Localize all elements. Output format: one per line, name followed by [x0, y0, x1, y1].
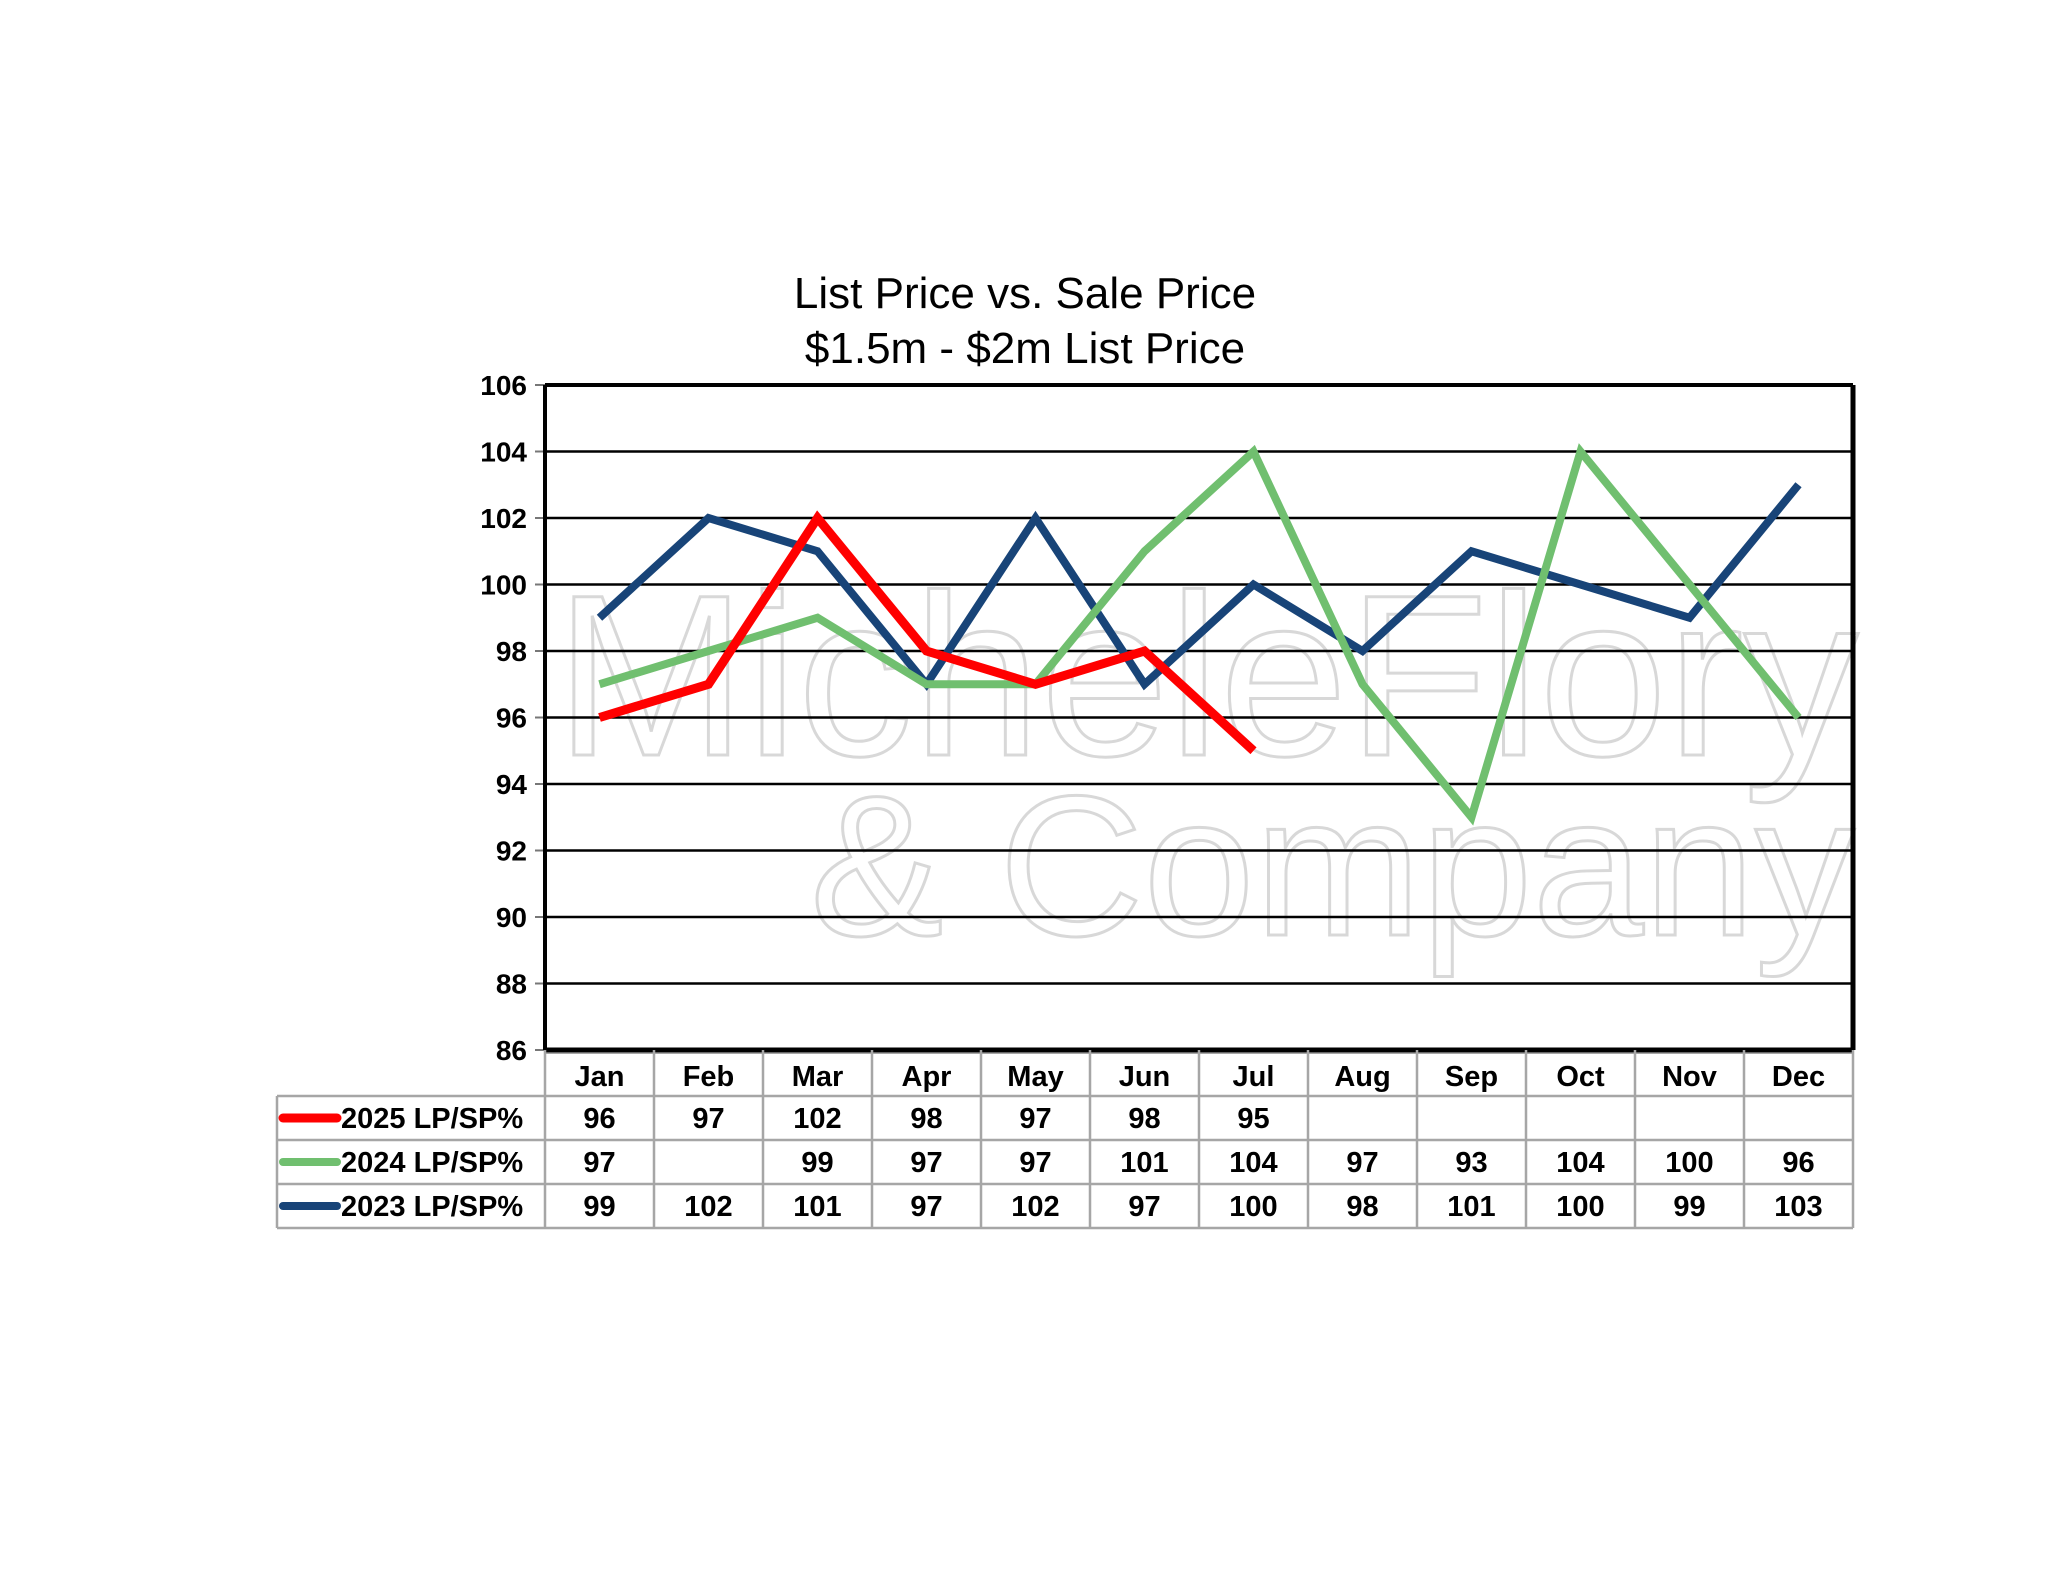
y-axis: 86 88 90 92 94 96 98 100 102 104 106 [480, 370, 545, 1066]
table-cell-2023-dec: 103 [1774, 1191, 1822, 1223]
ytick-label-90: 90 [496, 902, 527, 933]
table-cell-2023-aug: 98 [1346, 1191, 1378, 1223]
ytick-label-104: 104 [480, 437, 527, 468]
category-label-sep: Sep [1445, 1061, 1498, 1093]
ytick-label-96: 96 [496, 703, 527, 734]
table-cell-2024-jan: 97 [583, 1147, 615, 1179]
ytick-label-88: 88 [496, 969, 527, 1000]
table-cell-2024-nov: 100 [1665, 1147, 1713, 1179]
category-label-may: May [1007, 1061, 1063, 1093]
category-label-jul: Jul [1233, 1061, 1275, 1093]
ytick-label-86: 86 [496, 1035, 527, 1066]
series-line-2025 [598, 510, 1257, 755]
table-cell-2023-jun: 97 [1128, 1191, 1160, 1223]
legend-label-2024: 2024 LP/SP% [341, 1147, 523, 1179]
category-label-oct: Oct [1556, 1061, 1605, 1093]
data-table: Jan Feb Mar Apr May Jun Jul Aug Sep Oct Nov Dec 2025… [275, 1050, 1855, 1230]
series-line-2024 [598, 443, 1802, 826]
table-cell-2023-oct: 100 [1556, 1191, 1604, 1223]
watermark-logo: MicheleFlory & Company [554, 546, 1861, 980]
watermark-tagline: & Company [810, 755, 1855, 978]
ytick-label-106: 106 [480, 370, 527, 401]
table-cell-2023-mar: 101 [793, 1191, 841, 1223]
table-cell-2025-may: 97 [1019, 1103, 1051, 1135]
table-cell-2023-jul: 100 [1229, 1191, 1277, 1223]
table-cell-2024-may: 97 [1019, 1147, 1051, 1179]
series-lines [596, 443, 1802, 826]
table-cell-2024-apr: 97 [910, 1147, 942, 1179]
category-label-apr: Apr [902, 1061, 952, 1093]
table-cell-2024-aug: 97 [1346, 1147, 1378, 1179]
category-label-mar: Mar [792, 1061, 844, 1093]
ytick-label-94: 94 [496, 769, 528, 800]
category-label-nov: Nov [1662, 1061, 1717, 1093]
category-label-jan: Jan [575, 1061, 625, 1093]
table-cell-2023-nov: 99 [1673, 1191, 1705, 1223]
table-cell-2025-jun: 98 [1128, 1103, 1160, 1135]
table-cell-2024-mar: 99 [801, 1147, 833, 1179]
table-cell-2024-jun: 101 [1120, 1147, 1168, 1179]
table-cell-2024-oct: 104 [1556, 1147, 1604, 1179]
table-cell-2024-sep: 93 [1455, 1147, 1487, 1179]
table-cell-2025-jul: 95 [1237, 1103, 1269, 1135]
ytick-label-102: 102 [480, 503, 527, 534]
chart-title: List Price vs. Sale Price [794, 269, 1256, 318]
table-cell-2025-apr: 98 [910, 1103, 942, 1135]
table-cell-2025-mar: 102 [793, 1103, 841, 1135]
ytick-label-100: 100 [480, 570, 527, 601]
chart-subtitle: $1.5m - $2m List Price [805, 324, 1245, 373]
table-cell-2023-may: 102 [1011, 1191, 1059, 1223]
table-cell-2025-jan: 96 [583, 1103, 615, 1135]
category-label-dec: Dec [1772, 1061, 1825, 1093]
category-label-feb: Feb [683, 1061, 735, 1093]
table-cell-2023-sep: 101 [1447, 1191, 1495, 1223]
table-cell-2024-dec: 96 [1782, 1147, 1814, 1179]
category-label-jun: Jun [1119, 1061, 1171, 1093]
ytick-label-92: 92 [496, 836, 527, 867]
ytick-label-98: 98 [496, 636, 527, 667]
table-cell-2025-feb: 97 [692, 1103, 724, 1135]
legend-label-2023: 2023 LP/SP% [341, 1191, 523, 1223]
table-cell-2023-feb: 102 [684, 1191, 732, 1223]
table-cell-2024-jul: 104 [1229, 1147, 1277, 1179]
table-cell-2023-apr: 97 [910, 1191, 942, 1223]
table-cell-2023-jan: 99 [583, 1191, 615, 1223]
legend-label-2025: 2025 LP/SP% [341, 1103, 523, 1135]
category-label-aug: Aug [1334, 1061, 1390, 1093]
